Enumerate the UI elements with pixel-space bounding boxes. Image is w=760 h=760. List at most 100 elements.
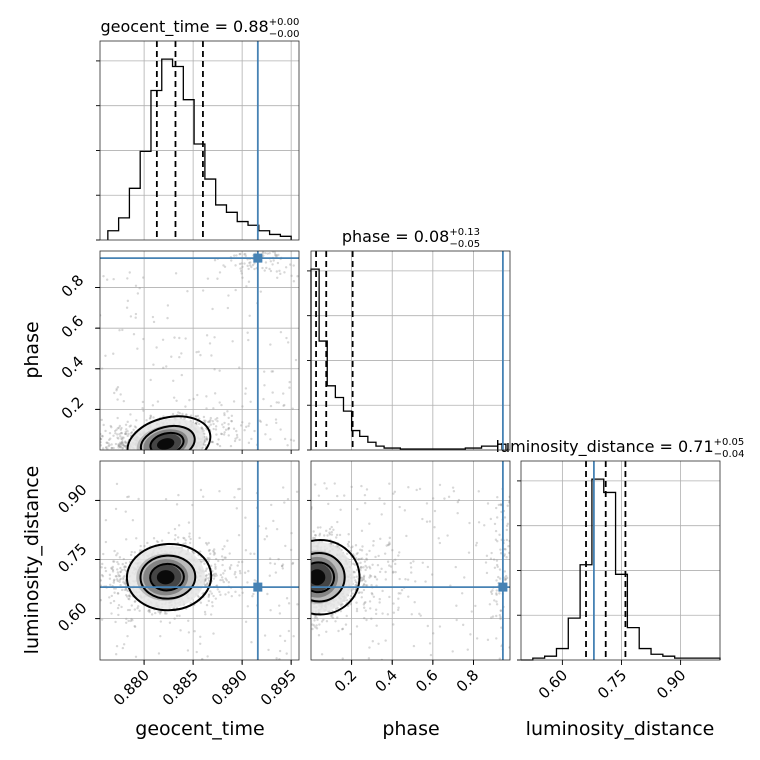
sample-point — [319, 526, 322, 529]
sample-point — [229, 444, 233, 448]
sample-point — [270, 503, 273, 507]
sample-point — [269, 561, 272, 565]
sample-point — [116, 427, 120, 430]
sample-point — [120, 441, 124, 445]
histogram-phase — [310, 268, 507, 450]
sample-point — [112, 352, 115, 355]
sample-point — [216, 443, 220, 446]
sample-point — [261, 266, 264, 270]
sample-point — [211, 601, 214, 604]
sample-point — [109, 424, 112, 428]
sample-point — [360, 484, 363, 488]
sample-point — [388, 595, 391, 599]
sample-point — [124, 587, 128, 591]
sample-point — [132, 428, 135, 431]
sample-point — [365, 553, 368, 556]
sample-point — [173, 527, 177, 531]
sample-point — [118, 441, 122, 445]
sample-point — [489, 590, 493, 594]
sample-point — [455, 604, 458, 607]
sample-point — [237, 533, 241, 537]
x-tick-label: 0.4 — [371, 666, 401, 696]
sample-point — [284, 266, 288, 269]
sample-point — [172, 379, 175, 383]
sample-point — [175, 399, 178, 403]
sample-point — [68, 442, 70, 444]
sample-point — [130, 604, 133, 607]
sample-point — [177, 524, 181, 527]
sample-point — [330, 542, 333, 545]
sample-point — [214, 597, 218, 600]
sample-point — [211, 440, 215, 444]
title-value: geocent_time = 0.88 — [100, 17, 268, 37]
sample-point — [384, 578, 388, 581]
y-tick-label: 0.4 — [58, 352, 88, 382]
sample-point — [108, 431, 112, 435]
sample-point — [278, 604, 281, 607]
sample-point — [365, 584, 369, 587]
sample-point — [100, 434, 104, 438]
sample-point — [281, 486, 285, 489]
sample-point — [500, 626, 503, 629]
sample-point — [364, 609, 367, 612]
sample-point — [495, 589, 498, 592]
sample-point — [219, 573, 223, 577]
sample-point — [100, 444, 103, 447]
sample-point — [128, 595, 132, 598]
sample-point — [352, 562, 355, 565]
sample-point — [188, 541, 192, 545]
sample-point — [388, 482, 391, 485]
title-phase: phase = 0.08+0.13 −0.05 — [342, 227, 480, 250]
sample-point — [244, 252, 247, 256]
sample-point — [206, 277, 210, 280]
sample-point — [251, 263, 255, 267]
sample-point — [289, 548, 293, 552]
sample-point — [244, 387, 248, 390]
sample-point — [209, 416, 213, 420]
sample-point — [209, 423, 212, 426]
sample-point — [247, 569, 250, 573]
sample-point — [241, 421, 244, 424]
sample-point — [396, 608, 400, 612]
sample-point — [368, 565, 371, 569]
sample-point — [89, 566, 91, 568]
sample-point — [359, 565, 363, 569]
sample-point — [218, 401, 221, 404]
sample-point — [104, 518, 108, 522]
sample-point — [228, 567, 232, 571]
sample-point — [368, 522, 371, 525]
sample-point — [123, 582, 126, 585]
sample-point — [404, 578, 407, 581]
sample-point — [150, 613, 154, 616]
sample-point — [336, 616, 339, 619]
sample-point — [358, 591, 361, 594]
sample-point — [259, 290, 263, 293]
sample-point — [234, 437, 237, 440]
sample-point — [118, 574, 122, 578]
sample-point — [220, 432, 224, 436]
sample-point — [116, 416, 119, 420]
sample-point — [223, 265, 227, 268]
sample-point — [248, 314, 251, 318]
sample-point — [376, 563, 380, 567]
sample-point — [154, 611, 157, 615]
sample-point — [110, 426, 113, 429]
sample-point — [218, 490, 221, 493]
sample-point — [204, 579, 207, 583]
sample-point — [331, 616, 335, 619]
sample-point — [259, 420, 263, 423]
sample-point — [513, 582, 515, 584]
sample-point — [168, 621, 172, 624]
sample-point — [269, 404, 273, 408]
sample-point — [220, 555, 224, 558]
sample-point — [292, 264, 295, 267]
sample-point — [122, 436, 125, 439]
sample-point — [498, 533, 501, 537]
sample-point — [126, 420, 129, 424]
sample-point — [212, 632, 215, 635]
sample-point — [111, 565, 115, 569]
sample-point — [389, 565, 393, 568]
sample-point — [314, 534, 317, 537]
sample-point — [253, 262, 256, 265]
sample-point — [265, 266, 268, 270]
